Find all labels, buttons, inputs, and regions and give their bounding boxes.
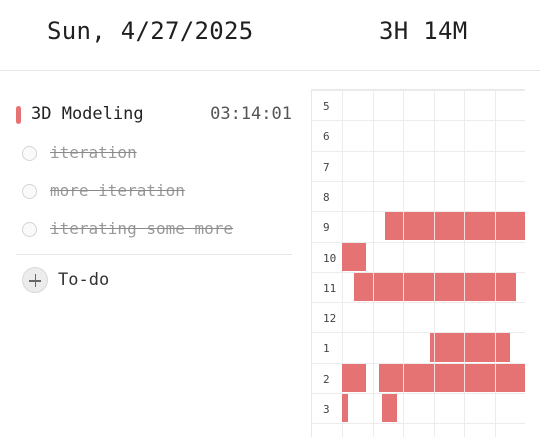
grid-row-line [312,302,525,304]
block-divider [494,333,496,362]
hour-label: 9 [323,221,330,235]
hour-label: 1 [323,342,330,356]
hour-label: 5 [323,100,330,113]
grid-column-line [372,90,374,437]
grid-row-line [312,271,525,273]
hour-label: 12 [323,312,337,326]
block-divider [403,272,404,302]
block-divider [464,272,465,302]
grid-row-line [312,393,525,394]
grid-row-line [312,423,525,425]
hour-label: 7 [323,160,330,174]
block-divider [494,272,496,302]
task-color-marker [16,106,21,124]
hour-label: 10 [323,251,337,265]
hour-label: 11 [323,281,337,295]
grid-row-line [312,211,525,213]
divider [16,254,292,255]
hour-label: 8 [323,190,330,204]
hour-label: 3 [323,403,330,416]
grid-row-line [312,150,525,152]
grid-row-line [312,332,525,334]
hour-label: 6 [323,130,330,144]
subtask-item[interactable]: iteration [22,143,292,165]
block-divider [464,363,465,392]
subtask-checkbox[interactable] [22,146,37,161]
grid-row-line [312,90,525,91]
subtask-label[interactable]: more iteration [50,181,185,200]
task-row[interactable]: 3D Modeling 03:14:01 [16,103,292,127]
time-block[interactable] [430,333,510,362]
time-block[interactable] [384,212,525,241]
block-divider [433,363,435,392]
time-block[interactable] [342,242,367,271]
plus-icon[interactable] [22,267,48,293]
subtask-label[interactable]: iterating some more [50,219,234,238]
hour-label: 2 [323,372,330,386]
grid-row-line [312,362,525,364]
time-block[interactable] [381,394,397,423]
block-divider [464,333,465,362]
grid-row-line [312,120,525,122]
time-block[interactable] [354,272,516,302]
time-block[interactable] [378,363,525,392]
grid-column-line [494,90,496,437]
block-divider [433,212,435,241]
grid-column-line [464,90,465,437]
subtask-label[interactable]: iteration [50,143,137,162]
task-name[interactable]: 3D Modeling [31,104,144,124]
subtask-item[interactable]: more iteration [22,181,292,203]
total-duration: 3H 14M [379,17,468,45]
time-block[interactable] [342,363,367,392]
timeline-grid[interactable]: 5 6 7 8 9 10 11 12 1 2 3 [311,89,525,437]
block-divider [433,272,435,302]
todo-add-label[interactable]: To-do [58,270,110,290]
block-divider [494,363,496,392]
grid-column-line [403,90,404,437]
block-divider [372,272,374,302]
block-divider [464,212,465,241]
task-time: 03:14:01 [210,104,292,124]
block-divider [494,212,496,241]
block-divider [403,212,404,241]
header: Sun, 4/27/2025 3H 14M [0,0,540,71]
subtask-item[interactable]: iterating some more [22,219,292,241]
grid-row-line [312,241,525,243]
grid-column-line [433,90,435,437]
date-title[interactable]: Sun, 4/27/2025 [47,17,254,45]
grid-row-line [312,180,525,182]
time-block[interactable] [342,394,349,423]
block-divider [403,363,404,392]
block-divider [433,333,435,362]
subtask-checkbox[interactable] [22,184,37,199]
subtask-checkbox[interactable] [22,222,37,237]
